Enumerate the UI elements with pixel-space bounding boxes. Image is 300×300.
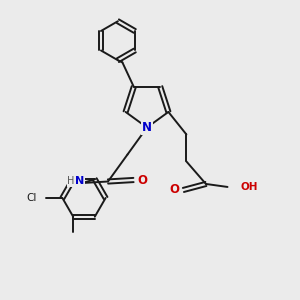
Text: O: O: [169, 184, 179, 196]
Text: N: N: [76, 176, 85, 187]
Text: H: H: [68, 176, 75, 187]
Text: N: N: [142, 121, 152, 134]
Text: Cl: Cl: [26, 193, 37, 203]
Text: O: O: [137, 173, 148, 187]
Text: OH: OH: [240, 182, 258, 192]
